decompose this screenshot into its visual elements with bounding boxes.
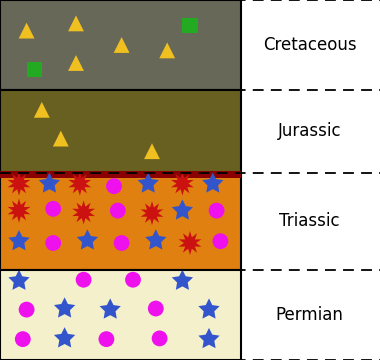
Point (214, 208, 220, 213)
Point (73, 60, 79, 66)
Bar (0, 171, 241, 178)
Point (217, 238, 223, 244)
Point (58, 136, 64, 141)
Point (107, 307, 113, 312)
Point (84, 238, 90, 243)
Point (157, 336, 163, 341)
Point (103, 336, 109, 342)
Point (187, 22, 193, 28)
Point (149, 210, 155, 216)
Point (179, 208, 185, 213)
Bar (0, 0, 241, 90)
Text: Cretaceous: Cretaceous (263, 36, 356, 54)
Point (164, 48, 170, 53)
Point (187, 240, 193, 246)
Point (210, 181, 216, 186)
Point (20, 336, 26, 342)
Point (31, 66, 37, 72)
Point (16, 208, 22, 213)
Point (73, 21, 79, 26)
Point (153, 306, 159, 311)
Bar (0, 90, 241, 173)
Point (24, 307, 30, 312)
Point (39, 107, 45, 113)
Text: Triassic: Triassic (279, 212, 340, 230)
Point (62, 336, 68, 341)
Point (50, 206, 56, 212)
Point (119, 240, 125, 246)
Point (179, 278, 185, 284)
Point (81, 210, 87, 215)
Point (46, 181, 52, 186)
Bar (0, 173, 241, 270)
Text: Permian: Permian (276, 306, 344, 324)
Point (81, 277, 87, 283)
Text: Jurassic: Jurassic (278, 122, 342, 140)
Point (115, 208, 121, 213)
Point (130, 277, 136, 283)
Point (77, 181, 83, 186)
Point (149, 148, 155, 154)
Point (179, 181, 185, 186)
Point (111, 183, 117, 189)
Point (24, 28, 30, 33)
Point (153, 238, 159, 243)
Point (145, 181, 151, 186)
Point (62, 306, 68, 311)
Point (206, 307, 212, 312)
Point (16, 238, 22, 244)
Bar (0, 270, 241, 360)
Point (206, 336, 212, 342)
Point (16, 181, 22, 186)
Point (16, 278, 22, 284)
Point (50, 240, 56, 246)
Point (119, 42, 125, 48)
